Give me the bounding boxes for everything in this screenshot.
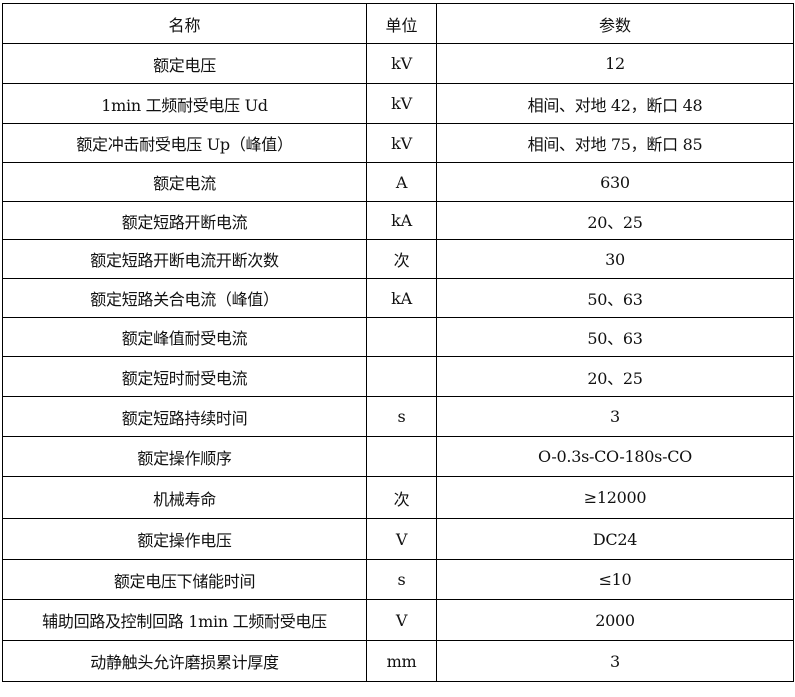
header-row: 名称 单位 参数	[2, 3, 794, 44]
cell-name: 辅助回路及控制回路 1min 工频耐受电压	[2, 599, 367, 641]
cell-unit: mm	[366, 640, 437, 682]
table-row: 辅助回路及控制回路 1min 工频耐受电压 V 2000	[2, 599, 794, 641]
cell-name: 额定电压下储能时间	[2, 559, 367, 600]
cell-unit: A	[366, 162, 437, 202]
cell-unit: V	[366, 518, 437, 560]
cell-value: 2000	[436, 599, 794, 641]
cell-unit	[366, 356, 437, 397]
parameter-table: 名称 单位 参数 额定电压 kV 12 1min 工频耐受电压 Ud kV 相间、对地 4…	[2, 3, 794, 682]
table-row: 额定操作顺序 O-0.3s-CO-180s-CO	[2, 436, 794, 477]
table-row: 额定电压下储能时间 s ≤10	[2, 559, 794, 600]
cell-name: 额定短路开断电流	[2, 201, 367, 240]
cell-name: 机械寿命	[2, 476, 367, 519]
header-value: 参数	[436, 3, 794, 44]
cell-value: 相间、对地 42，断口 48	[436, 83, 794, 124]
cell-name: 额定电流	[2, 162, 367, 202]
cell-value: 相间、对地 75，断口 85	[436, 123, 794, 163]
cell-unit: kV	[366, 123, 437, 163]
cell-unit	[366, 436, 437, 477]
cell-unit: kA	[366, 201, 437, 240]
cell-value: 20、25	[436, 356, 794, 397]
cell-name: 动静触头允许磨损累计厚度	[2, 640, 367, 682]
header-name: 名称	[2, 3, 367, 44]
header-unit: 单位	[366, 3, 437, 44]
cell-value: ≤10	[436, 559, 794, 600]
table-row: 1min 工频耐受电压 Ud kV 相间、对地 42，断口 48	[2, 83, 794, 124]
table-row: 额定短路关合电流（峰值） kA 50、63	[2, 278, 794, 318]
table-row: 额定短路持续时间 s 3	[2, 396, 794, 437]
cell-unit: V	[366, 599, 437, 641]
cell-name: 额定短路持续时间	[2, 396, 367, 437]
cell-unit: s	[366, 559, 437, 600]
table-row: 额定操作电压 V DC24	[2, 518, 794, 560]
table-row: 额定电流 A 630	[2, 162, 794, 202]
cell-name: 额定电压	[2, 43, 367, 84]
table-row: 额定短路开断电流开断次数次 30	[2, 239, 794, 279]
cell-value: 3	[436, 640, 794, 682]
cell-value: 30	[436, 239, 794, 279]
table-row: 额定冲击耐受电压 Up（峰值） kV 相间、对地 75，断口 85	[2, 123, 794, 163]
cell-name: 额定冲击耐受电压 Up（峰值）	[2, 123, 367, 163]
cell-name: 额定短路开断电流开断次数	[2, 239, 367, 279]
cell-unit: s	[366, 396, 437, 437]
cell-value: 50、63	[436, 317, 794, 357]
cell-name: 额定峰值耐受电流	[2, 317, 367, 357]
cell-unit	[366, 317, 437, 357]
cell-value: 20、25	[436, 201, 794, 240]
cell-unit: 次	[366, 476, 437, 519]
cell-value: 630	[436, 162, 794, 202]
cell-value: 12	[436, 43, 794, 84]
table-row: 额定短路开断电流 kA 20、25	[2, 201, 794, 240]
cell-unit: kV	[366, 43, 437, 84]
cell-name: 1min 工频耐受电压 Ud	[2, 83, 367, 124]
cell-value: 3	[436, 396, 794, 437]
table-row: 额定短时耐受电流 20、25	[2, 356, 794, 397]
cell-unit: kA	[366, 278, 437, 318]
cell-name: 额定短时耐受电流	[2, 356, 367, 397]
cell-value: DC24	[436, 518, 794, 560]
cell-value: ≥12000	[436, 476, 794, 519]
cell-unit: kV	[366, 83, 437, 124]
cell-name: 额定操作电压	[2, 518, 367, 560]
table-row: 额定电压 kV 12	[2, 43, 794, 84]
table-row: 机械寿命次 ≥12000	[2, 476, 794, 519]
table-row: 动静触头允许磨损累计厚度 mm 3	[2, 640, 794, 682]
cell-unit: 次	[366, 239, 437, 279]
cell-name: 额定操作顺序	[2, 436, 367, 477]
table-row: 额定峰值耐受电流 50、63	[2, 317, 794, 357]
cell-name: 额定短路关合电流（峰值）	[2, 278, 367, 318]
cell-value: 50、63	[436, 278, 794, 318]
cell-value: O-0.3s-CO-180s-CO	[436, 436, 794, 477]
